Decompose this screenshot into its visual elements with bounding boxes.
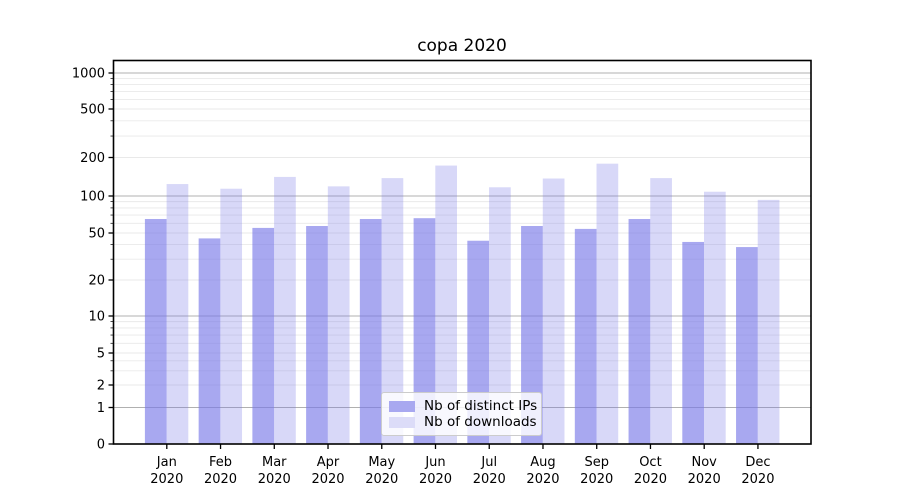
bar-ips-feb <box>198 238 221 444</box>
bar-ips-mar <box>252 227 275 444</box>
legend-swatch-distinct-ips <box>389 400 415 412</box>
legend-item-distinct-ips: Nb of distinct IPs <box>389 398 537 414</box>
x-tick-label-month-mar: Mar <box>262 455 287 470</box>
x-tick-label-year-may: 2020 <box>365 472 398 487</box>
bar-downloads-feb <box>220 188 243 444</box>
bar-downloads-jul <box>489 187 511 444</box>
y-tick-label-500: 500 <box>80 103 105 118</box>
bar-ips-jun <box>413 218 436 444</box>
x-tick-label-year-dec: 2020 <box>741 472 774 487</box>
y-tick-label-200: 200 <box>80 151 105 166</box>
bar-ips-jan <box>144 218 167 444</box>
bar-downloads-may <box>381 178 404 444</box>
bar-ips-apr <box>306 226 328 444</box>
bar-ips-oct <box>628 218 651 444</box>
bar-ips-nov <box>682 241 704 444</box>
x-tick-label-year-feb: 2020 <box>204 472 237 487</box>
x-tick-label-month-feb: Feb <box>209 455 232 470</box>
y-tick-label-50: 50 <box>88 227 105 242</box>
bar-downloads-jan <box>166 184 189 444</box>
legend: Nb of distinct IPs Nb of downloads <box>381 392 542 436</box>
y-tick-label-1: 1 <box>97 401 105 416</box>
x-tick-label-month-may: May <box>368 455 395 470</box>
x-tick-label-year-mar: 2020 <box>258 472 291 487</box>
bar-downloads-mar <box>274 176 296 444</box>
bar-downloads-sep <box>596 163 619 444</box>
y-tick-label-0: 0 <box>97 438 105 453</box>
bar-downloads-aug <box>542 178 565 444</box>
legend-label-downloads: Nb of downloads <box>424 414 537 430</box>
legend-swatch-downloads <box>389 416 415 428</box>
x-tick-label-month-jun: Jun <box>424 455 445 470</box>
y-tick-label-100: 100 <box>80 190 105 205</box>
y-axis: 0 1 2 5 10 20 50 100 200 500 1000 <box>72 67 114 453</box>
bar-downloads-jun <box>435 165 457 444</box>
y-tick-label-1000: 1000 <box>72 67 105 82</box>
bar-downloads-apr <box>327 186 350 444</box>
bar-ips-sep <box>574 228 597 444</box>
bar-ips-aug <box>521 226 543 444</box>
legend-label-distinct-ips: Nb of distinct IPs <box>424 398 538 414</box>
x-tick-label-month-dec: Dec <box>745 455 770 470</box>
x-tick-label-year-nov: 2020 <box>688 472 721 487</box>
bar-downloads-dec <box>757 199 780 444</box>
x-tick-label-month-jul: Jul <box>480 455 497 470</box>
chart-title: copa 2020 <box>417 36 507 56</box>
x-tick-label-year-jan: 2020 <box>150 472 183 487</box>
bar-downloads-nov <box>704 191 726 444</box>
x-tick-label-year-sep: 2020 <box>580 472 613 487</box>
y-tick-label-5: 5 <box>97 347 105 362</box>
y-tick-label-20: 20 <box>88 274 105 289</box>
y-tick-label-2: 2 <box>97 379 105 394</box>
x-tick-label-month-aug: Aug <box>530 455 555 470</box>
x-tick-label-month-apr: Apr <box>317 455 340 470</box>
x-tick-label-year-jun: 2020 <box>419 472 452 487</box>
bar-downloads-oct <box>650 178 672 444</box>
x-tick-label-year-aug: 2020 <box>526 472 559 487</box>
bar-ips-dec <box>736 247 758 444</box>
plot-border <box>112 59 812 445</box>
x-tick-label-month-oct: Oct <box>639 455 661 470</box>
x-tick-label-month-sep: Sep <box>584 455 609 470</box>
x-axis: Jan 2020 Feb 2020 Mar 2020 Apr 2020 May 2020 Jun 20… <box>150 444 774 487</box>
x-tick-label-year-jul: 2020 <box>473 472 506 487</box>
x-tick-label-year-apr: 2020 <box>311 472 344 487</box>
bar-ips-may <box>359 218 382 444</box>
x-tick-label-month-jan: Jan <box>156 455 177 470</box>
x-tick-label-month-nov: Nov <box>692 455 718 470</box>
legend-item-downloads: Nb of downloads <box>389 414 537 430</box>
x-tick-label-year-oct: 2020 <box>634 472 667 487</box>
y-tick-label-10: 10 <box>88 310 105 325</box>
series-downloads <box>166 163 780 444</box>
